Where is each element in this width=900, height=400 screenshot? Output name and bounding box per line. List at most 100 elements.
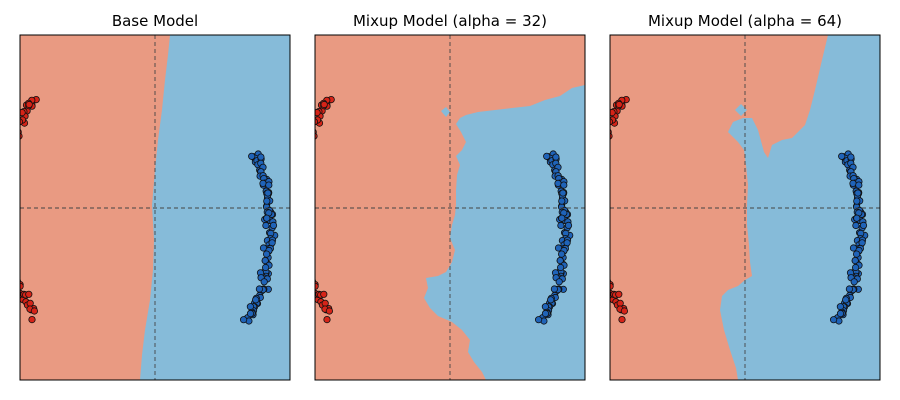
- point-class-red: [592, 163, 598, 169]
- point-class-red: [294, 186, 300, 192]
- point-class-blue: [847, 153, 855, 161]
- point-class-red: [589, 207, 595, 213]
- point-class-red: [595, 237, 601, 243]
- point-class-red: [297, 150, 303, 156]
- point-class-red: [0, 201, 6, 207]
- point-class-red: [303, 273, 309, 279]
- region-blue: [720, 35, 880, 380]
- point-class-red: [9, 265, 15, 271]
- panel-title: Mixup Model (alpha = 32): [353, 12, 547, 30]
- point-class-blue: [829, 316, 838, 324]
- point-class-red: [20, 125, 21, 129]
- point-class-red: [615, 290, 623, 298]
- point-class-red: [600, 269, 606, 275]
- point-class-red: [610, 125, 611, 129]
- point-class-red: [588, 216, 594, 222]
- point-class-blue: [550, 285, 559, 293]
- point-class-blue: [557, 250, 566, 258]
- point-class-red: [598, 256, 604, 262]
- point-class-blue: [852, 221, 860, 230]
- point-class-red: [589, 186, 595, 192]
- point-class-red: [8, 256, 14, 262]
- point-class-red: [7, 143, 13, 149]
- point-class-red: [292, 231, 298, 237]
- point-class-red: [588, 229, 594, 235]
- point-class-blue: [852, 250, 861, 258]
- point-class-red: [0, 242, 5, 248]
- point-class-red: [303, 256, 309, 262]
- point-class-red: [315, 132, 318, 140]
- point-class-blue: [262, 250, 271, 258]
- point-class-red: [597, 142, 603, 148]
- point-class-red: [591, 195, 597, 201]
- point-class-red: [600, 268, 606, 274]
- point-class-red: [4, 168, 10, 174]
- point-class-red: [620, 307, 629, 315]
- point-class-red: [589, 172, 595, 178]
- point-class-red: [0, 202, 3, 208]
- panel-title: Mixup Model (alpha = 64): [648, 12, 842, 30]
- point-class-red: [295, 201, 301, 207]
- point-class-red: [1, 195, 7, 201]
- point-class-red: [0, 180, 6, 186]
- point-class-red: [3, 239, 9, 245]
- point-class-red: [303, 271, 309, 277]
- point-class-red: [296, 241, 302, 247]
- point-class-red: [610, 109, 616, 117]
- point-class-red: [1, 168, 7, 174]
- point-class-red: [2, 178, 8, 184]
- point-class-red: [596, 253, 602, 259]
- point-class-red: [592, 175, 598, 181]
- point-class-blue: [842, 296, 850, 304]
- point-class-red: [593, 178, 599, 184]
- point-class-red: [597, 143, 603, 149]
- point-class-red: [589, 180, 595, 186]
- point-class-red: [297, 168, 303, 174]
- point-class-red: [0, 231, 4, 237]
- point-class-red: [598, 128, 604, 134]
- point-class-red: [13, 280, 19, 286]
- point-class-red: [3, 178, 9, 184]
- point-class-red: [293, 216, 299, 222]
- point-class-red: [0, 186, 5, 192]
- point-class-red: [8, 271, 14, 277]
- point-class-blue: [558, 214, 566, 222]
- point-class-red: [293, 229, 299, 235]
- point-class-red: [6, 264, 12, 270]
- point-class-red: [295, 192, 301, 198]
- panel-mixup-64: Mixup Model (alpha = 64): [588, 12, 881, 381]
- point-class-red: [6, 140, 12, 146]
- point-class-red: [4, 163, 10, 169]
- point-class-blue: [269, 221, 278, 229]
- point-class-red: [3, 257, 9, 263]
- point-class-blue: [838, 152, 846, 160]
- point-class-red: [589, 197, 595, 203]
- point-class-red: [2, 239, 8, 245]
- region-blue-island: [441, 107, 450, 117]
- point-class-red: [592, 239, 598, 245]
- point-class-red: [300, 176, 306, 182]
- point-class-red: [295, 194, 301, 200]
- point-class-red: [5, 176, 11, 182]
- point-class-red: [0, 172, 6, 178]
- point-class-red: [298, 257, 304, 263]
- point-class-red: [588, 212, 594, 218]
- point-class-red: [0, 194, 5, 200]
- point-class-red: [25, 290, 33, 298]
- point-class-red: [590, 235, 596, 241]
- point-class-blue: [265, 181, 273, 189]
- point-class-red: [300, 254, 306, 260]
- point-class-blue: [853, 197, 861, 205]
- point-class-blue: [552, 153, 560, 161]
- point-class-blue: [264, 189, 272, 197]
- point-class-blue: [260, 278, 268, 286]
- point-class-red: [591, 152, 597, 158]
- point-class-red: [9, 149, 15, 155]
- point-class-red: [293, 206, 299, 212]
- point-class-red: [7, 142, 13, 148]
- point-class-red: [298, 240, 304, 246]
- point-class-red: [602, 134, 608, 140]
- point-class-red: [320, 100, 328, 109]
- point-class-red: [294, 186, 300, 192]
- point-class-red: [315, 125, 316, 129]
